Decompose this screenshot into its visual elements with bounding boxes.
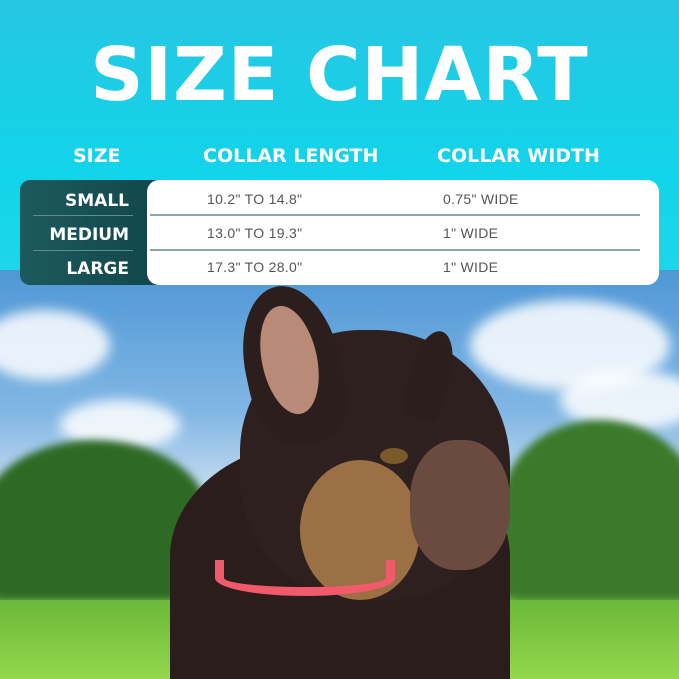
row-divider — [33, 215, 133, 216]
header-collar-width: COLLAR WIDTH — [437, 145, 600, 167]
collar-width: 0.75" WIDE — [443, 191, 519, 207]
header-size: SIZE — [73, 145, 121, 167]
table-row: LARGE 17.3" TO 28.0" 1" WIDE — [0, 251, 679, 286]
row-divider — [33, 250, 133, 251]
size-label: SMALL — [65, 191, 129, 211]
size-label: LARGE — [66, 259, 129, 279]
dog-photo — [0, 270, 679, 679]
page-title: SIZE CHART — [90, 32, 589, 118]
size-label: MEDIUM — [49, 225, 129, 245]
header-collar-length: COLLAR LENGTH — [203, 145, 379, 167]
row-divider — [150, 249, 640, 251]
collar-width: 1" WIDE — [443, 225, 499, 241]
table-row: SMALL 10.2" TO 14.8" 0.75" WIDE — [0, 183, 679, 218]
collar-width: 1" WIDE — [443, 259, 499, 275]
row-divider — [150, 214, 640, 216]
size-column-panel — [20, 180, 170, 285]
collar — [215, 560, 395, 596]
collar-length: 17.3" TO 28.0" — [207, 259, 303, 275]
values-panel — [147, 180, 659, 285]
collar-length: 13.0" TO 19.3" — [207, 225, 303, 241]
collar-length: 10.2" TO 14.8" — [207, 191, 303, 207]
table-row: MEDIUM 13.0" TO 19.3" 1" WIDE — [0, 217, 679, 252]
